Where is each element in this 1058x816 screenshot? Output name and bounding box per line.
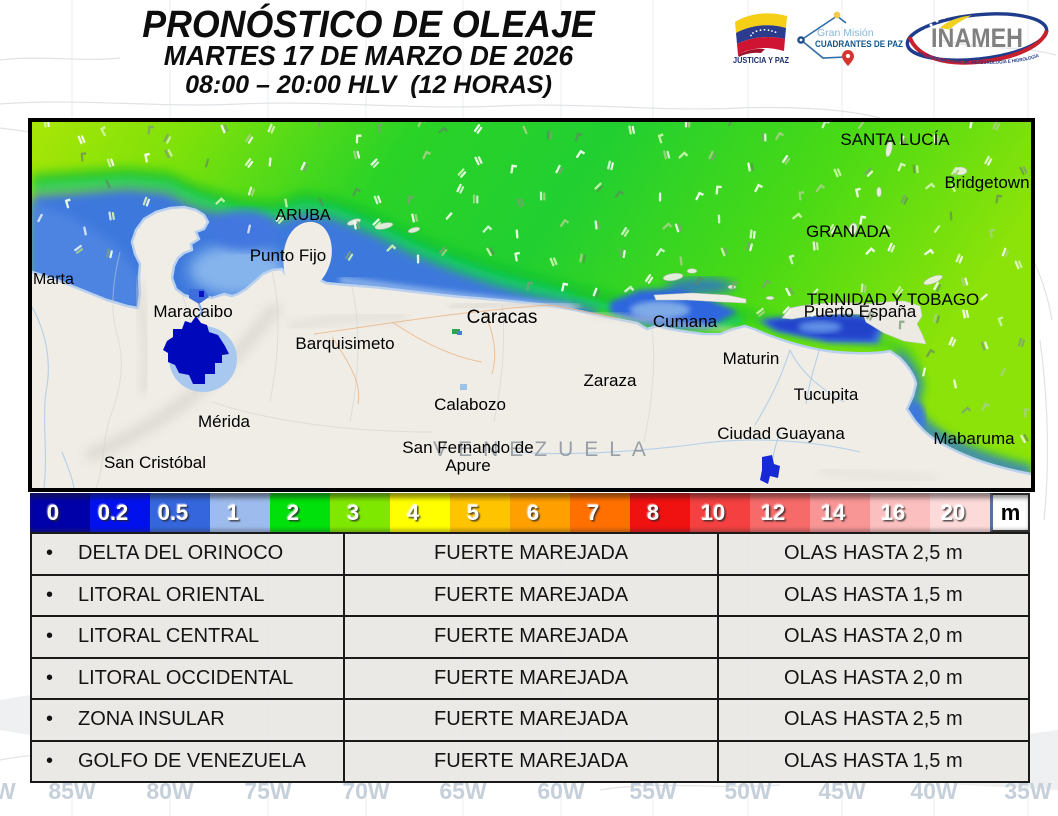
svg-text:45W: 45W	[818, 778, 866, 804]
svg-text:Caracas: Caracas	[467, 307, 538, 328]
svg-text:Ciudad Guayana: Ciudad Guayana	[717, 424, 845, 443]
svg-text:CUADRANTES DE PAZ: CUADRANTES DE PAZ	[815, 39, 903, 50]
svg-text:GRANADA: GRANADA	[806, 222, 891, 241]
svg-text:ARUBA: ARUBA	[275, 207, 330, 224]
svg-text:90W: 90W	[0, 778, 16, 804]
svg-text:40W: 40W	[910, 778, 958, 804]
svg-text:Barquisimeto: Barquisimeto	[295, 334, 394, 353]
svg-text:Marta: Marta	[33, 271, 74, 288]
svg-text:SANTA LUCÍA: SANTA LUCÍA	[840, 130, 950, 149]
svg-text:70W: 70W	[342, 778, 390, 804]
svg-text:Maturin: Maturin	[723, 349, 780, 368]
svg-text:Mérida: Mérida	[198, 412, 251, 431]
svg-text:Bridgetown: Bridgetown	[944, 173, 1029, 192]
svg-text:Zaraza: Zaraza	[584, 371, 637, 390]
svg-text:Puerto España: Puerto España	[804, 302, 917, 321]
svg-text:VENEZUELA: VENEZUELA	[433, 438, 657, 461]
svg-text:75W: 75W	[244, 778, 292, 804]
svg-text:85W: 85W	[48, 778, 96, 804]
svg-text:60W: 60W	[537, 778, 585, 804]
svg-text:Tucupita: Tucupita	[794, 385, 859, 404]
svg-text:San Cristóbal: San Cristóbal	[104, 453, 206, 472]
svg-text:Cumana: Cumana	[653, 312, 718, 331]
svg-text:Mabaruma: Mabaruma	[933, 429, 1015, 448]
svg-text:Maracaibo: Maracaibo	[153, 302, 232, 321]
svg-text:50W: 50W	[724, 778, 772, 804]
svg-text:TRINIDAD Y TOBAGO: TRINIDAD Y TOBAGO	[807, 290, 980, 309]
svg-text:65W: 65W	[439, 778, 487, 804]
svg-text:Calabozo: Calabozo	[434, 395, 506, 414]
svg-text:Apure: Apure	[445, 456, 490, 475]
svg-text:INAMEH: INAMEH	[931, 23, 1023, 53]
svg-text:80W: 80W	[146, 778, 194, 804]
svg-text:55W: 55W	[629, 778, 677, 804]
svg-text:San Fernando de: San Fernando de	[402, 438, 533, 457]
svg-text:JUSTICIA Y PAZ: JUSTICIA Y PAZ	[733, 55, 789, 65]
svg-text:Gran Misión: Gran Misión	[817, 27, 874, 39]
svg-text:Punto Fijo: Punto Fijo	[250, 246, 327, 265]
svg-text:35W: 35W	[1004, 778, 1052, 804]
